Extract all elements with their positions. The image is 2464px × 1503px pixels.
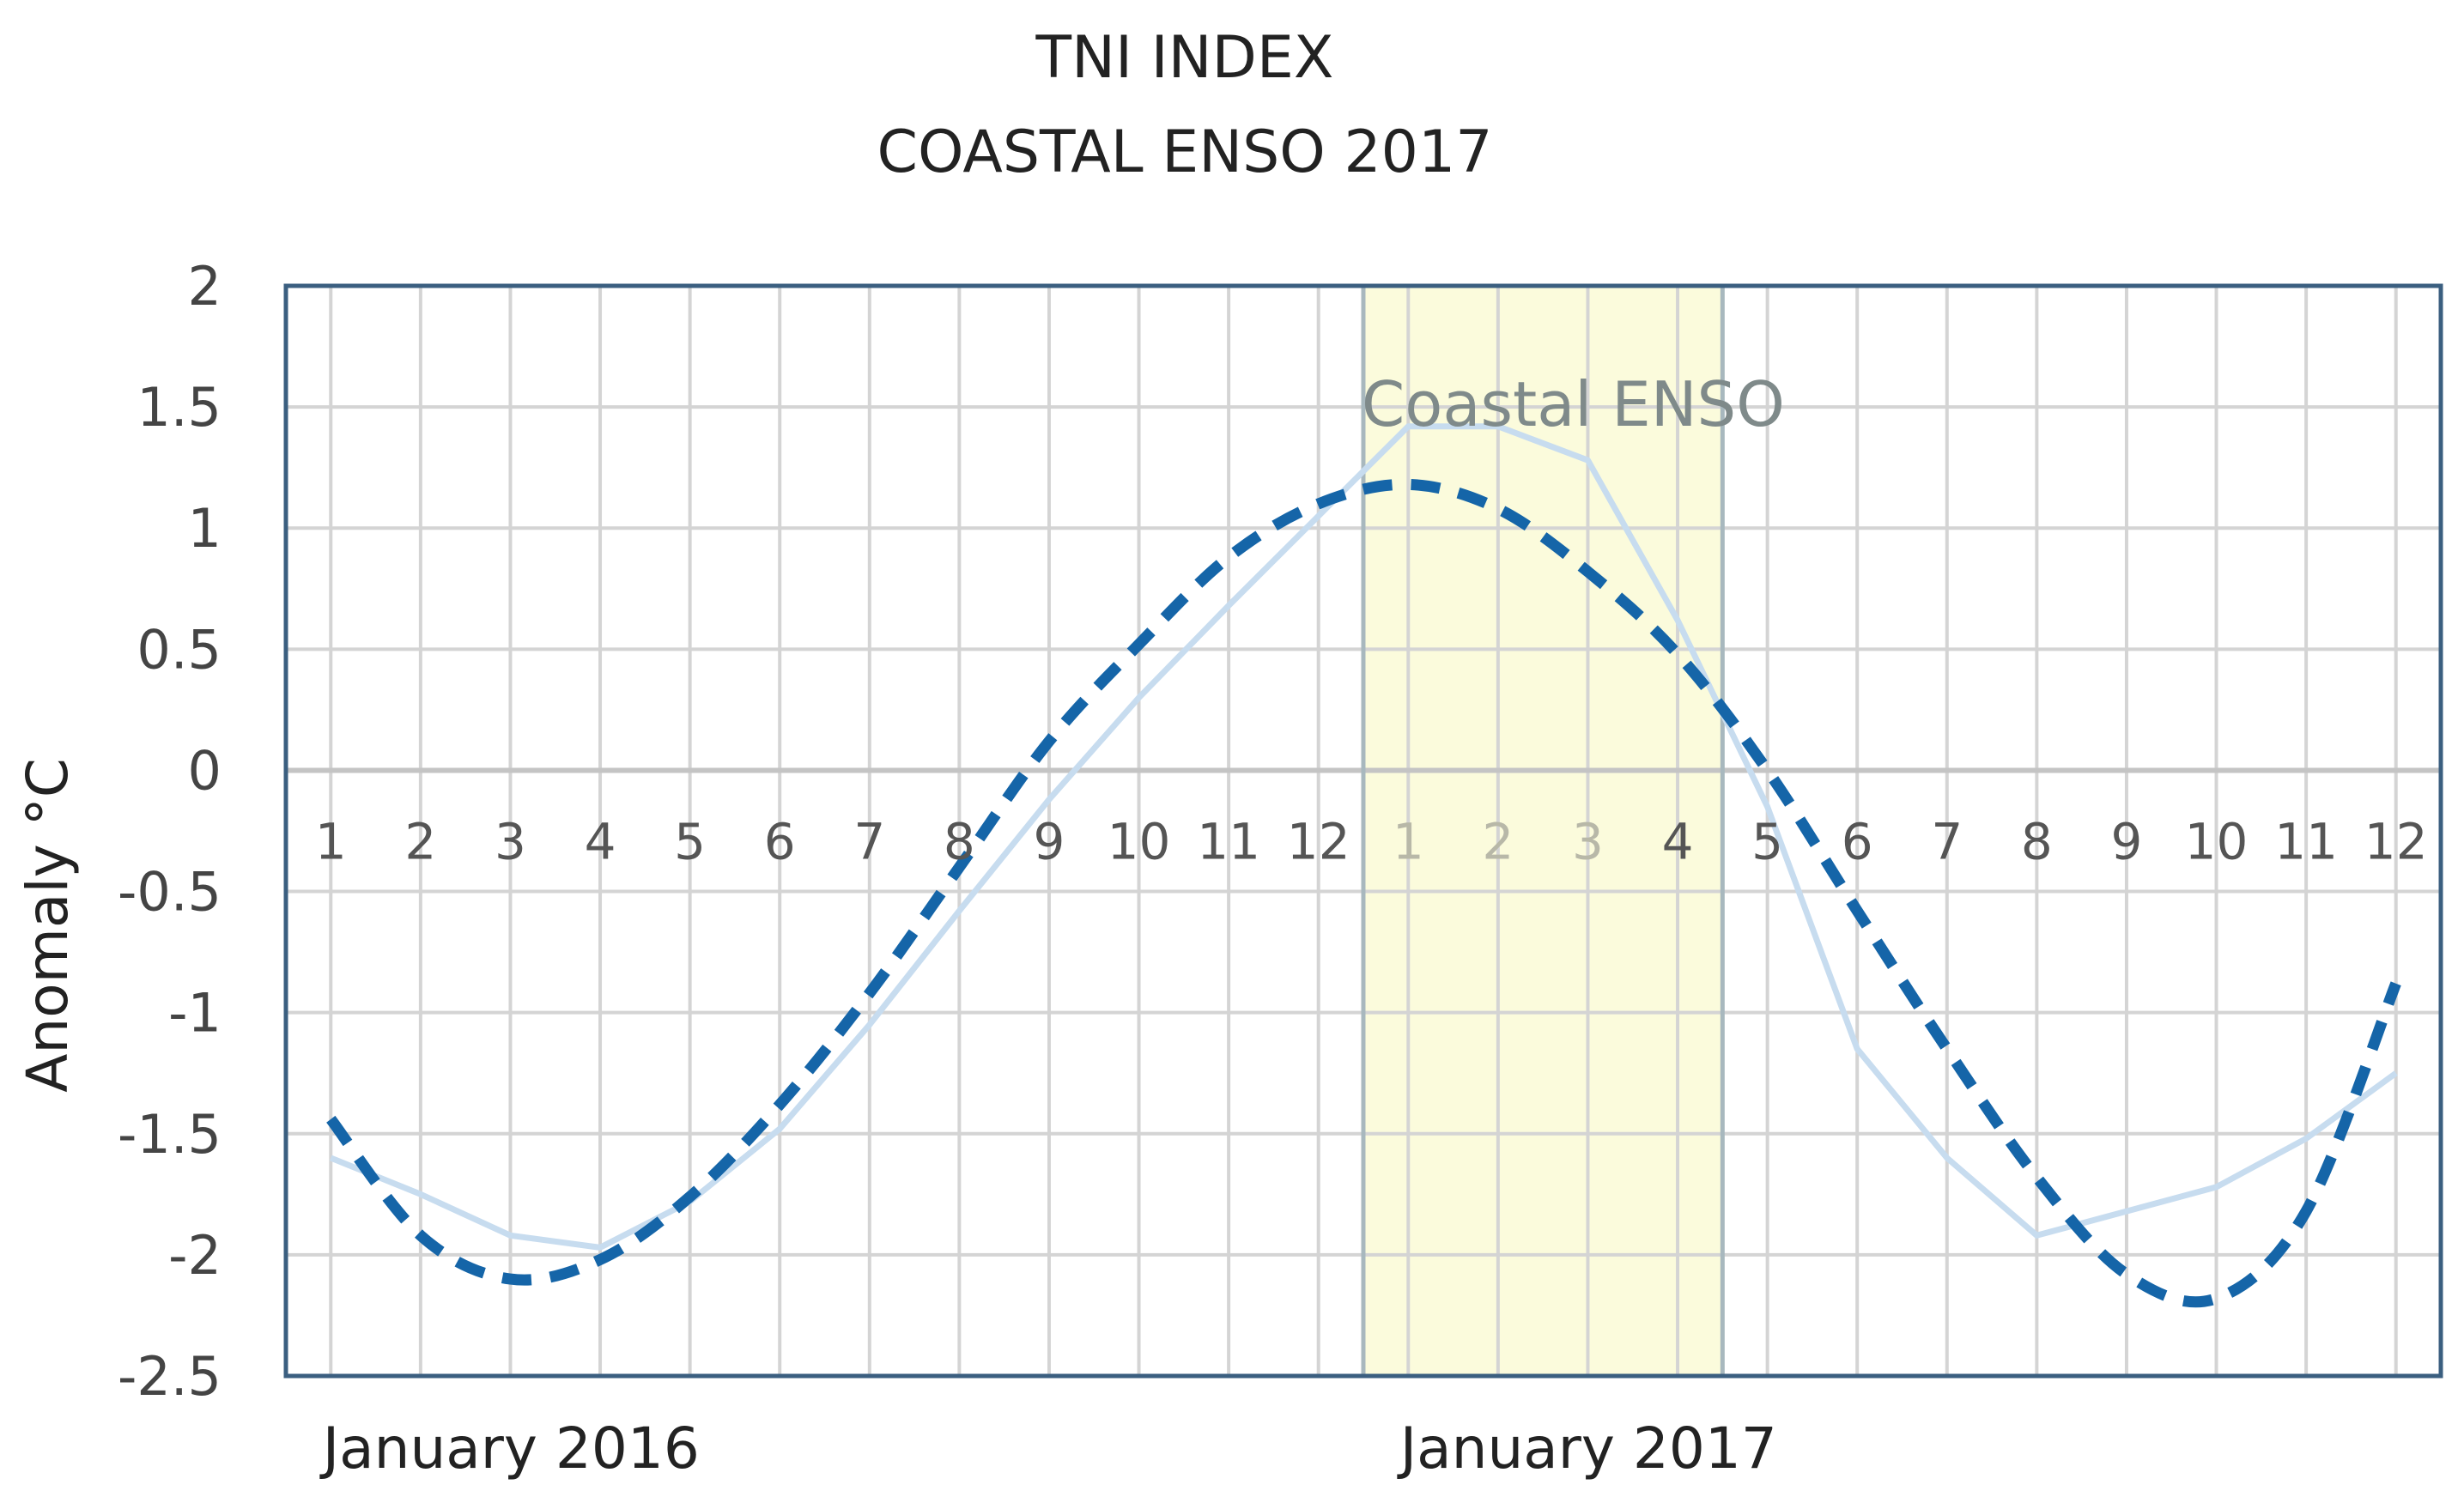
grid-layer [283,283,2443,1379]
x-month-label: 4 [1662,812,1694,870]
x-year-label: January 2016 [319,1415,700,1482]
x-month-label: 10 [1108,812,1171,870]
y-tick-label: -2.5 [118,1345,222,1408]
highlight-annotation-label: Coastal ENSO [1362,368,1785,440]
x-month-label: 3 [495,812,526,870]
x-month-label: 6 [1842,812,1873,870]
y-axis-label: Anomaly °C [15,758,81,1093]
y-tick-label: 1 [188,497,222,560]
y-tick-label: 2 [188,255,222,318]
y-tick-label: 0 [188,739,222,802]
x-month-label: 9 [1034,812,1065,870]
x-month-label: 2 [1482,812,1514,870]
x-month-label: 11 [1197,812,1260,870]
chart-title-line-1: TNI INDEX [1035,24,1334,92]
y-tick-label: -1 [168,982,222,1045]
x-month-label: 6 [764,812,796,870]
series-layer [326,423,2401,1308]
dashed-series-line [326,478,2401,1308]
x-month-label: 5 [674,812,706,870]
highlight-band [1363,286,1723,1376]
y-tick-label: 0.5 [137,618,222,681]
x-year-label: January 2017 [1397,1415,1777,1482]
x-month-label: 8 [944,812,975,870]
x-month-label: 7 [1931,812,1963,870]
x-month-label: 9 [2111,812,2143,870]
x-month-label: 10 [2185,812,2249,870]
x-month-label: 7 [853,812,885,870]
x-month-label: 1 [1393,812,1424,870]
x-month-label: 5 [1751,812,1783,870]
y-tick-label: -2 [168,1224,222,1287]
x-month-label: 2 [404,812,436,870]
y-tick-label: -0.5 [118,861,222,924]
x-month-label: 12 [2364,812,2428,870]
highlight-layer [1363,286,1723,1376]
plot-frame [283,283,2443,1379]
y-tick-label: 1.5 [137,376,222,439]
x-month-label: 3 [1572,812,1604,870]
label-layer: TNI INDEX COASTAL ENSO 2017 Anomaly °C C… [15,24,2428,1482]
light-series-line [329,423,2398,1251]
x-month-label: 4 [585,812,616,870]
x-month-label: 11 [2274,812,2338,870]
x-month-label: 1 [315,812,347,870]
x-month-label: 12 [1287,812,1350,870]
y-tick-label: -1.5 [118,1103,222,1166]
x-month-label: 8 [2021,812,2053,870]
chart-title-line-2: COASTAL ENSO 2017 [877,118,1493,186]
